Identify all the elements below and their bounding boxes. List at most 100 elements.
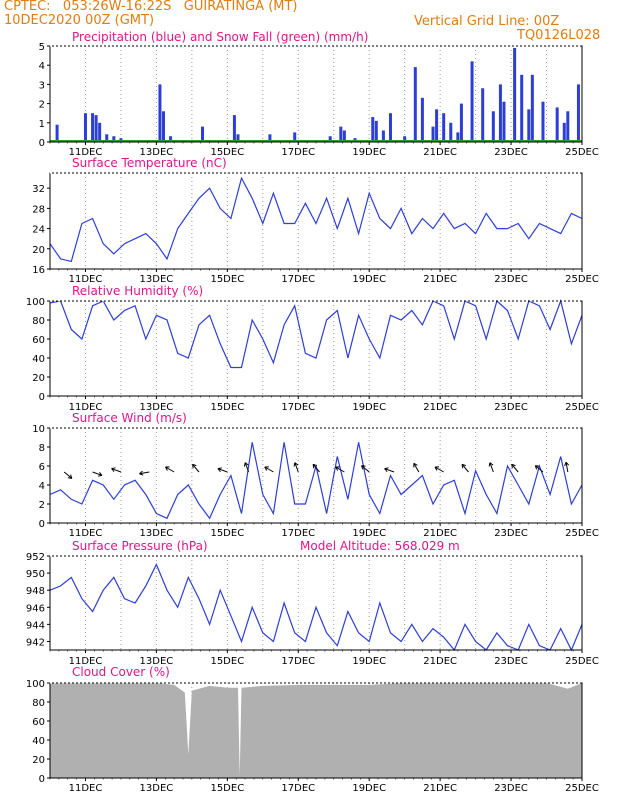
precip-bar	[520, 74, 524, 142]
precip-bar	[456, 132, 460, 142]
wind-arrow	[489, 462, 494, 473]
wind-arrow-head	[384, 467, 389, 470]
pressure-x-tick-label: 17DEC	[281, 656, 315, 667]
humidity-x-tick-label: 23DEC	[494, 402, 528, 413]
precip-x-tick-label: 19DEC	[352, 147, 386, 158]
wind-arrow	[264, 466, 274, 473]
wind-x-tick-label: 23DEC	[494, 528, 528, 539]
cloud-cover-area	[50, 683, 582, 778]
precip-bar	[431, 126, 435, 142]
header-grid-info: Vertical Grid Line: 00Z	[414, 14, 560, 29]
temperature-y-tick-label: 32	[32, 184, 45, 195]
pressure-y-tick-label: 946	[26, 603, 45, 614]
cloud-x-tick-label: 19DEC	[352, 783, 386, 794]
header-model-code: TQ0126L028	[517, 28, 601, 43]
wind-y-tick-label: 2	[39, 500, 45, 511]
wind-arrow-head	[413, 462, 418, 466]
precip-bar	[566, 111, 570, 142]
cloud-x-tick-label: 15DEC	[210, 783, 244, 794]
wind-arrow-head	[139, 470, 143, 475]
precip-bar	[470, 61, 474, 142]
wind-arrow	[535, 465, 544, 473]
precip-y-tick-label: 4	[39, 61, 45, 72]
wind-arrow-head	[361, 465, 366, 467]
wind-arrow-head	[67, 477, 72, 479]
pressure-panel: 942 944 946 948 950 952 11DEC 13DEC 15DEC 17DEC 19…	[26, 552, 599, 667]
wind-arrow-head	[489, 462, 494, 466]
precip-frame	[49, 45, 583, 143]
precip-bar	[381, 130, 385, 142]
pressure-x-tick-label: 23DEC	[494, 656, 528, 667]
temperature-y-tick-label: 16	[32, 265, 45, 276]
wind-arrow	[565, 462, 569, 473]
precip-bar	[420, 97, 424, 142]
precip-x-tick-label: 17DEC	[281, 147, 315, 158]
wind-arrow-head	[111, 468, 115, 473]
cloud-x-tick-label: 21DEC	[423, 783, 457, 794]
wind-arrow	[335, 466, 345, 473]
precip-x-tick-label: 21DEC	[423, 147, 457, 158]
humidity-frame	[49, 300, 583, 397]
wind-arrow	[244, 462, 250, 473]
precip-bar	[339, 126, 343, 142]
wind-arrow-head	[293, 462, 296, 467]
cloud-title: Cloud Cover (%)	[72, 665, 170, 679]
wind-arrow-head	[111, 467, 116, 470]
precip-bar	[98, 122, 102, 142]
wind-arrow-head	[361, 465, 364, 470]
precip-bar	[413, 67, 417, 142]
wind-x-tick-label: 15DEC	[210, 528, 244, 539]
wind-arrow-head	[461, 464, 464, 469]
precip-bar	[555, 107, 559, 142]
precip-bar	[498, 84, 502, 142]
wind-arrow-head	[243, 462, 246, 467]
cloud-y-tick-label: 20	[32, 755, 45, 766]
humidity-x-tick-label: 15DEC	[210, 402, 244, 413]
precip-bar	[232, 115, 236, 142]
humidity-title: Relative Humidity (%)	[72, 284, 204, 298]
precip-bar	[268, 134, 272, 142]
temperature-x-tick-label: 25DEC	[565, 274, 599, 285]
humidity-x-tick-label: 25DEC	[565, 402, 599, 413]
humidity-y-tick-label: 60	[32, 335, 45, 346]
wind-arrow-head	[511, 464, 513, 469]
precip-bar	[576, 84, 580, 142]
precip-bar	[236, 134, 240, 142]
precip-bar	[403, 136, 407, 142]
precip-bar	[371, 117, 375, 142]
cloud-x-tick-label: 23DEC	[494, 783, 528, 794]
precip-x-tick-label: 23DEC	[494, 147, 528, 158]
precip-bar	[449, 122, 453, 142]
wind-arrow-head	[217, 467, 222, 470]
wind-arrow-head	[192, 463, 197, 467]
precip-x-tick-label: 25DEC	[565, 147, 599, 158]
precip-bar	[94, 115, 98, 142]
precip-bar	[562, 122, 566, 142]
wind-panel: 0 2 4 6 8 10 11DEC 13DEC 15DEC 17DEC 19DEC 21DEC 23D…	[32, 424, 599, 539]
temperature-x-tick-label: 23DEC	[494, 274, 528, 285]
wind-arrow	[461, 464, 469, 473]
precip-title: Precipitation (blue) and Snow Fall (gree…	[72, 30, 369, 44]
wind-x-tick-label: 21DEC	[423, 528, 457, 539]
wind-series-line	[49, 442, 583, 520]
precip-bar	[513, 47, 517, 142]
wind-arrow-head	[312, 463, 318, 467]
cloud-y-tick-label: 0	[39, 774, 45, 785]
precip-bar	[491, 111, 495, 142]
precip-bar	[527, 109, 531, 142]
wind-arrow-head	[70, 474, 73, 479]
humidity-x-tick-label: 11DEC	[69, 402, 103, 413]
temperature-series-line	[49, 176, 583, 263]
wind-arrow-head	[461, 463, 467, 467]
precip-bar	[435, 109, 439, 142]
precip-bar	[328, 136, 332, 142]
precip-y-tick-label: 5	[39, 42, 45, 53]
wind-arrow-head	[535, 465, 540, 467]
humidity-panel: 0 20 40 60 80 100 11DEC 13DEC 15DEC 17DEC 19DEC 21D…	[26, 297, 599, 413]
precip-x-tick-label: 11DEC	[69, 147, 103, 158]
precip-y-tick-label: 1	[39, 119, 45, 130]
precip-bar	[83, 113, 87, 142]
wind-arrow	[511, 464, 519, 473]
wind-x-tick-label: 13DEC	[140, 528, 174, 539]
